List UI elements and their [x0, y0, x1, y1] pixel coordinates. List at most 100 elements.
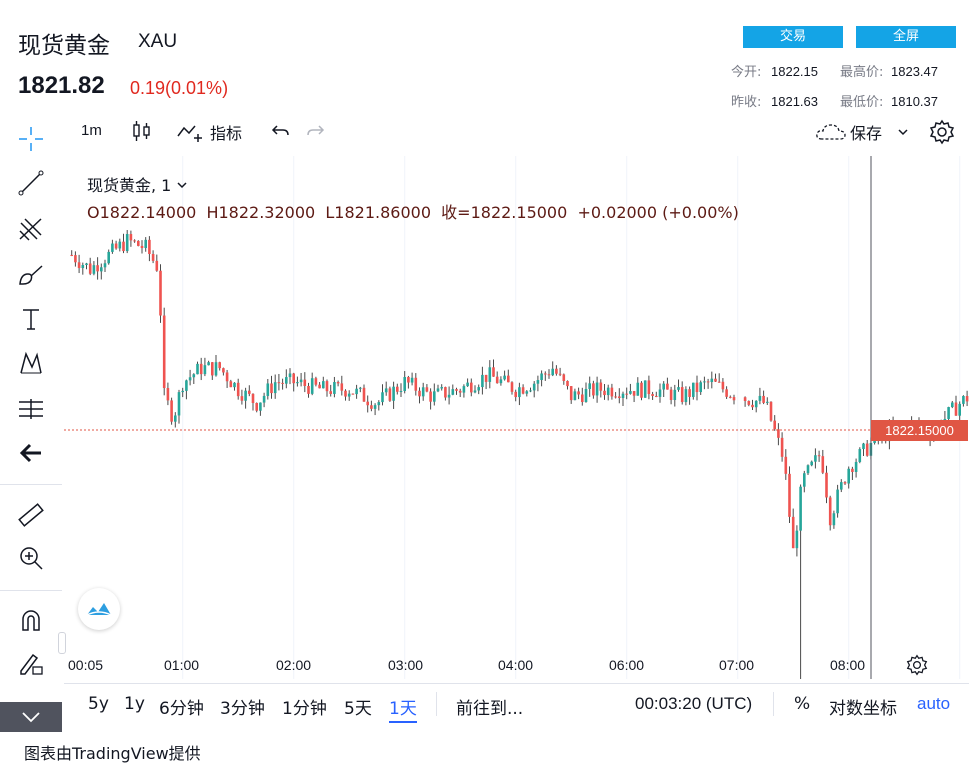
cloud-icon [816, 124, 846, 140]
candle-body [477, 387, 480, 391]
candle-body [629, 391, 632, 394]
candle-body [137, 240, 140, 246]
candle-body [547, 374, 551, 376]
range-button-2[interactable]: 6分钟 [159, 699, 204, 719]
measure-lines-icon[interactable] [14, 394, 48, 424]
save-button[interactable]: 保存 [814, 120, 910, 144]
candle-body [865, 443, 869, 456]
candle-body [688, 389, 691, 397]
candle-body [758, 395, 762, 401]
candle-body [170, 400, 173, 422]
legend-close: 收=1822.15000 [441, 203, 568, 222]
candle-body [222, 368, 225, 373]
candle-body [521, 387, 525, 394]
candle-body [199, 363, 203, 375]
candle-body [355, 388, 358, 395]
trade-button[interactable]: 交易 [743, 26, 843, 48]
candle-body [436, 388, 440, 392]
range-button-3[interactable]: 3分钟 [220, 699, 265, 719]
legend-ohlc: O1822.14000 H1822.32000 L1821.86000 收=18… [87, 199, 739, 223]
fullscreen-button[interactable]: 全屏 [856, 26, 956, 48]
tradingview-credit[interactable]: 图表由TradingView提供 [24, 744, 201, 763]
range-button-5[interactable]: 5天 [344, 699, 372, 719]
stat-low: 最低价: 1810.37 [840, 91, 938, 110]
candle-body [296, 382, 299, 384]
brush-icon[interactable] [14, 259, 48, 289]
candle-body [803, 473, 806, 487]
candle-body [569, 386, 573, 401]
candle-body [299, 379, 303, 383]
candle-body [592, 383, 595, 396]
save-label: 保存 [850, 124, 883, 143]
zoom-in-icon[interactable] [14, 543, 48, 573]
candle-body [129, 234, 133, 241]
pitchfork-icon[interactable] [14, 214, 48, 244]
candles-icon[interactable] [131, 118, 153, 148]
candle-body [421, 387, 425, 397]
candle-body [174, 415, 177, 422]
settings-gear-icon[interactable] [929, 119, 955, 149]
candle-body [166, 388, 170, 401]
candle-body [754, 400, 758, 408]
symbol-title: 现货黄金 [18, 33, 110, 59]
last-price: 1821.82 [18, 72, 105, 99]
candle-body [666, 383, 669, 390]
candle-body [614, 396, 617, 398]
candle-body [751, 404, 754, 408]
log-scale-toggle[interactable]: 对数坐标 [829, 699, 897, 719]
auto-scale-toggle[interactable]: auto [917, 694, 951, 713]
collapse-toolbar-button[interactable] [0, 702, 62, 732]
candle-body [229, 381, 233, 388]
candle-body [799, 486, 802, 531]
candle-body [381, 392, 384, 403]
candle-body [680, 387, 684, 403]
legend-change: +0.02000 (+0.00%) [577, 203, 739, 222]
redo-icon[interactable] [305, 120, 325, 146]
candle-body [392, 386, 395, 401]
candle-body [581, 394, 584, 403]
ruler-icon[interactable] [14, 500, 48, 530]
range-button-6[interactable]: 1天 [389, 694, 417, 723]
axis-settings-gear-icon[interactable] [906, 654, 928, 681]
magnet-icon[interactable] [14, 605, 48, 635]
range-button-0[interactable]: 5y [88, 694, 109, 714]
undo-icon[interactable] [271, 120, 291, 146]
indicators-label: 指标 [210, 124, 243, 143]
candle-body [647, 380, 651, 395]
trendline-icon[interactable] [14, 168, 48, 198]
x-tick-label: 04:00 [498, 657, 534, 673]
tradingview-logo-icon[interactable] [78, 588, 120, 630]
candle-body [188, 377, 192, 381]
candle-body [492, 367, 495, 377]
candle-body [828, 497, 832, 526]
clock-timezone[interactable]: 00:03:20 (UTC) [635, 694, 753, 713]
text-icon[interactable] [14, 304, 48, 334]
price-chart[interactable] [64, 156, 974, 679]
candle-body [558, 373, 562, 375]
candle-body [825, 472, 828, 498]
crosshair-icon[interactable] [14, 124, 48, 154]
legend-symbol[interactable]: 现货黄金, 1 [87, 172, 188, 196]
percent-toggle[interactable]: % [794, 694, 811, 714]
collapse-handle[interactable] [58, 632, 66, 654]
candle-body [292, 373, 295, 384]
candle-body [277, 382, 281, 384]
candle-body [695, 382, 699, 393]
indicators-button[interactable]: 指标 [176, 120, 242, 144]
range-button-1[interactable]: 1y [124, 694, 145, 714]
candle-body [140, 245, 144, 249]
goto-date-button[interactable]: 前往到... [456, 699, 524, 719]
arrow-left-icon[interactable] [14, 438, 48, 468]
candle-body [218, 362, 221, 369]
candle-body [96, 265, 99, 272]
candle-body [588, 383, 591, 389]
indicators-icon [177, 125, 202, 142]
candle-body [155, 260, 159, 271]
range-button-4[interactable]: 1分钟 [282, 699, 327, 719]
lock-pencil-icon[interactable] [14, 648, 48, 678]
pattern-icon[interactable] [14, 348, 48, 378]
candle-body [159, 270, 162, 316]
candle-body [766, 401, 769, 403]
candle-body [577, 391, 580, 395]
interval-button[interactable]: 1m [81, 122, 102, 139]
